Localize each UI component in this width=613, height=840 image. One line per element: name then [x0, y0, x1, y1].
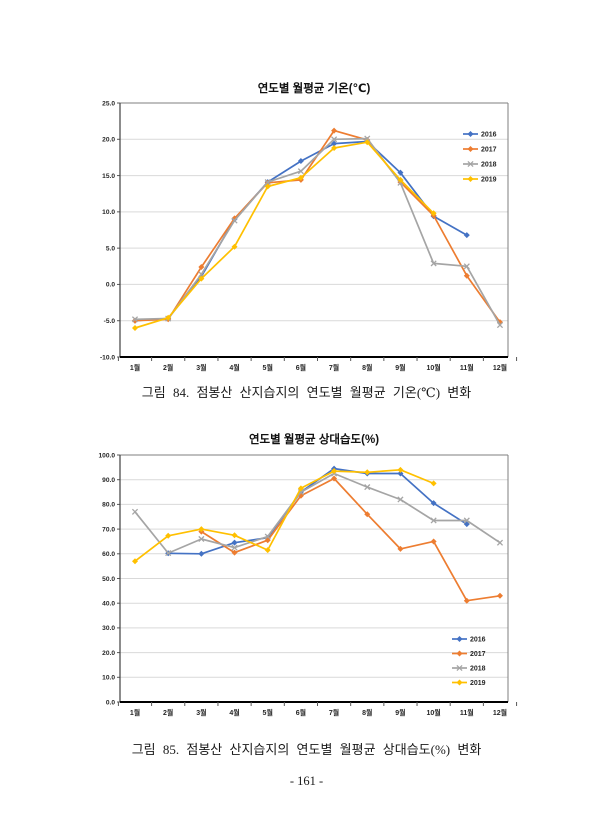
x-axis-month-label: 7월	[329, 363, 339, 372]
y-axis-tick-label: 20.0	[102, 137, 115, 144]
legend-label: 2018	[481, 162, 497, 169]
x-axis-month-label: 6월	[296, 363, 306, 372]
series-line-2019	[134, 468, 434, 562]
y-axis-tick-label: 40.0	[102, 601, 115, 608]
x-axis-month-label: 12월	[493, 363, 507, 372]
temperature-line-chart: -10.0 -5.0 0.0 5.0 10.0 15.0 20.0 25.0 1월 2월 3월 4월 5…	[100, 100, 518, 372]
y-axis-tick-label: 25.0	[102, 100, 115, 107]
series-markers-2018	[131, 135, 504, 329]
figure-84-caption: 그림 84. 점봉산 산지습지의 연도별 월평균 기온(℃) 변화	[141, 385, 472, 400]
legend-item-2016: 2016	[463, 131, 497, 139]
series-line-2019	[134, 141, 435, 329]
x-axis-month-label: 1월	[130, 363, 140, 372]
x-axis-month-label: 10월	[427, 708, 441, 717]
y-axis-tick-label: 30.0	[102, 625, 115, 632]
x-axis-month-label: 5월	[263, 708, 273, 717]
temperature-chart-title: 연도별 월평균 기온(℃)	[257, 83, 371, 95]
y-axis-tick-label: 80.0	[102, 502, 115, 509]
x-axis-month-label: 2월	[163, 708, 173, 717]
y-axis-tick-label: 90.0	[102, 477, 115, 484]
legend-label: 2018	[470, 666, 486, 673]
y-axis-tick-label: 20.0	[102, 650, 115, 657]
y-axis-tick-label: 5.0	[106, 245, 115, 252]
x-axis-month-label: 10월	[427, 363, 441, 372]
x-axis-month-label: 12월	[493, 708, 507, 717]
x-axis-month-label: 9월	[395, 708, 405, 717]
x-axis-month-label: 4월	[229, 708, 239, 717]
y-axis-tick-label: 15.0	[102, 173, 115, 180]
series-markers-2019	[132, 466, 437, 565]
legend-item-2018: 2018	[452, 664, 486, 673]
legend-item-2019: 2019	[463, 176, 497, 184]
series-line-2016	[168, 467, 468, 555]
series-markers-2019	[132, 139, 437, 331]
x-axis-month-label: 8월	[362, 708, 372, 717]
legend: 2016 2017 2018 2019	[452, 636, 486, 687]
page-number: - 161 -	[289, 774, 324, 788]
series-line-2017	[200, 477, 501, 602]
x-axis-month-label: 2월	[163, 363, 173, 372]
legend-label: 2019	[470, 680, 486, 687]
legend-item-2017: 2017	[463, 146, 497, 154]
legend-label: 2016	[481, 132, 497, 139]
humidity-line-chart: 0.0 10.0 20.0 30.0 40.0 50.0 60.0 70.0 80.0 90.0 1…	[98, 452, 518, 717]
x-axis-month-label: 7월	[329, 708, 339, 717]
y-axis-tick-label: 0.0	[106, 282, 115, 289]
x-axis-month-label: 3월	[196, 708, 206, 717]
figure-85-caption: 그림 85. 점봉산 산지습지의 연도별 월평균 상대습도(%) 변화	[131, 742, 482, 757]
legend-item-2016: 2016	[452, 636, 486, 644]
y-axis-tick-label: -10.0	[100, 354, 115, 361]
legend-item-2017: 2017	[452, 650, 486, 658]
humidity-chart-title: 연도별 월평균 상대습도(%)	[248, 434, 380, 446]
y-axis-tick-label: 60.0	[102, 551, 115, 558]
legend-label: 2016	[470, 637, 486, 644]
x-axis-month-label: 8월	[362, 363, 372, 372]
legend-label: 2017	[481, 147, 497, 154]
legend-item-2018: 2018	[463, 160, 497, 169]
x-axis-month-label: 11월	[460, 363, 474, 372]
series-line-2018	[134, 472, 501, 554]
x-axis-month-label: 11월	[460, 708, 474, 717]
x-axis-month-label: 6월	[296, 708, 306, 717]
y-axis-tick-label: 100.0	[98, 452, 115, 459]
legend-label: 2017	[470, 651, 486, 658]
y-axis-tick-label: 10.0	[102, 675, 115, 682]
series-line-2018	[134, 137, 501, 326]
legend-item-2019: 2019	[452, 679, 486, 687]
y-axis-tick-label: 50.0	[102, 576, 115, 583]
legend: 2016 2017 2018 2019	[463, 131, 497, 184]
x-axis-month-label: 5월	[263, 363, 273, 372]
legend-label: 2019	[481, 177, 497, 184]
y-axis-tick-label: 0.0	[106, 699, 115, 706]
y-axis-tick-label: 10.0	[102, 209, 115, 216]
x-axis-month-label: 4월	[229, 363, 239, 372]
x-axis-month-label: 3월	[196, 363, 206, 372]
y-axis-tick-label: -5.0	[104, 318, 116, 325]
x-axis-month-label: 1월	[130, 708, 140, 717]
y-axis-tick-label: 70.0	[102, 526, 115, 533]
x-axis-month-label: 9월	[395, 363, 405, 372]
